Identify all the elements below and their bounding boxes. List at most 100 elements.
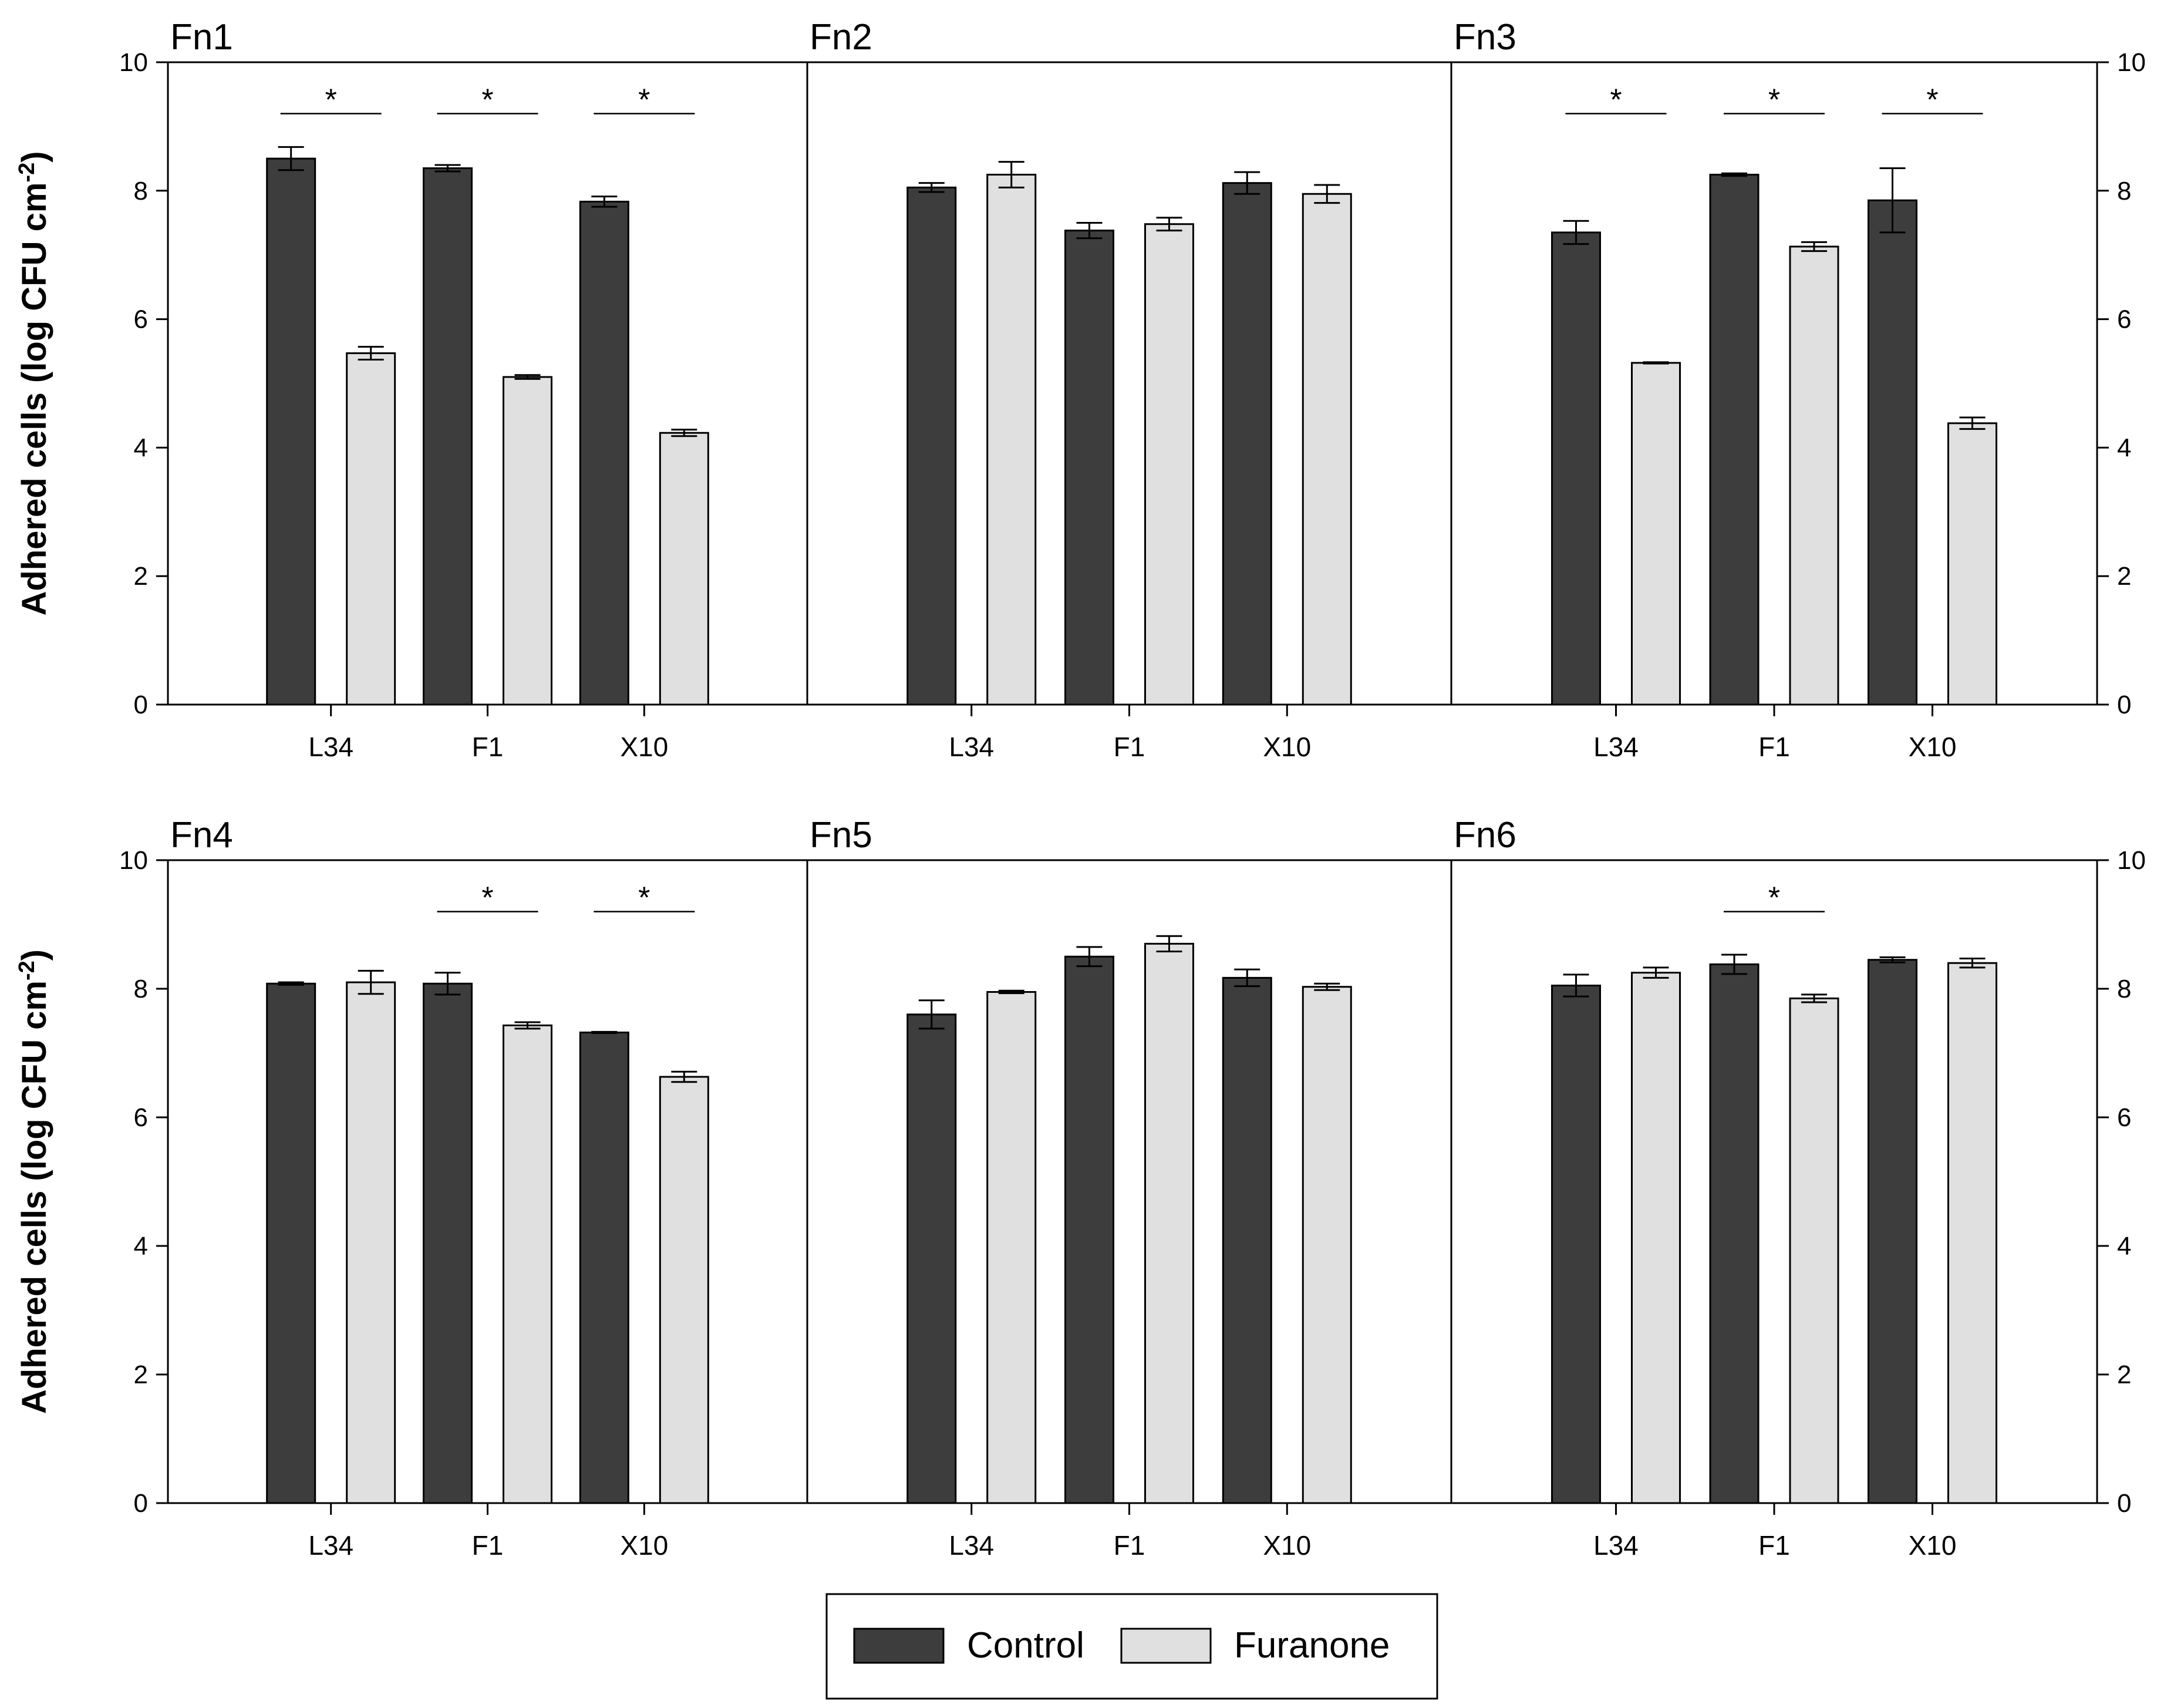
bar-furanone-f1 [1789,997,1839,1504]
plot-frame [167,859,2098,1504]
panel-fn5: Fn5 L34 F1 X10 [810,815,1352,1561]
bar-control-l34 [906,186,957,706]
x-tick-label: X10 [1263,732,1311,762]
panel-title: Fn3 [1454,17,1516,58]
bar-control-f1 [1709,963,1760,1504]
bar-furanone-l34 [986,991,1037,1504]
panel-fn6: Fn6 L34 F1 * X10 [1454,815,1997,1561]
significance-marker: * [1610,83,1622,117]
y-tick-label-right: 8 [2117,177,2131,206]
y-tick-label-right: 0 [2117,1489,2131,1518]
y-tick-label-left: 8 [134,975,148,1003]
bar-furanone-f1 [1144,223,1194,706]
y-tick-label-left: 4 [134,433,148,462]
x-tick-label: X10 [1909,732,1957,762]
bar-control-f1 [423,167,473,706]
bar-furanone-l34 [346,352,396,706]
panel-title: Fn5 [810,815,872,855]
x-tick-label: F1 [1758,732,1790,762]
bar-control-x10 [1868,959,1917,1504]
bar-control-l34 [266,982,316,1504]
y-tick-label-right: 6 [2117,305,2131,334]
x-tick-label: F1 [1114,1530,1145,1561]
y-tick-label-right: 0 [2117,690,2131,719]
y-tick-label-left: 6 [134,1103,148,1132]
y-tick-label-right: 6 [2117,1103,2131,1132]
y-tick-label-left: 0 [134,690,148,719]
legend: Control Furanone [825,1593,1438,1700]
x-tick-label: X10 [1909,1530,1957,1561]
x-tick-label: F1 [472,732,504,762]
legend-label-furanone: Furanone [1234,1625,1390,1666]
bar-furanone-x10 [659,432,709,706]
significance-marker: * [638,83,650,117]
bar-control-x10 [1222,976,1272,1504]
significance-marker: * [481,83,493,117]
panel-title: Fn2 [810,17,872,58]
bar-control-f1 [1709,173,1760,706]
bar-furanone-x10 [1302,193,1352,706]
bar-control-l34 [1551,985,1601,1504]
y-axis-label: Adhered cells (log CFU cm-2) [15,151,53,615]
y-axis-label: Adhered cells (log CFU cm-2) [15,949,53,1414]
bar-furanone-l34 [346,981,396,1504]
plot-frame [167,61,2098,706]
y-axis-label-main: Adhered cells (log CFU cm [15,981,53,1414]
x-tick-label: L34 [949,1530,994,1561]
panel-title: Fn1 [170,17,233,58]
bar-furanone-l34 [986,173,1037,706]
y-tick-label-right: 10 [2117,48,2146,77]
significance-marker: * [638,881,650,915]
significance-marker: * [1926,83,1938,117]
y-tick-label-left: 2 [134,1360,148,1389]
bar-control-x10 [579,1031,629,1504]
y-tick-label-left: 2 [134,562,148,591]
bar-furanone-f1 [503,376,552,706]
y-tick-label-right: 2 [2117,562,2131,591]
bar-furanone-l34 [1631,972,1681,1504]
x-tick-label: L34 [308,732,353,762]
significance-marker: * [325,83,337,117]
x-tick-label: L34 [1593,732,1639,762]
y-axis-label-close: ) [15,151,53,162]
panel-fn3: Fn3 L34 * F1 * X10 * [1454,17,1997,762]
bar-furanone-x10 [1947,962,1997,1504]
y-axis-label-close: ) [15,949,53,961]
bar-control-l34 [1551,231,1601,706]
bar-furanone-x10 [659,1076,709,1504]
bar-control-f1 [1064,955,1114,1504]
y-axis-label-superscript: -2 [15,163,39,183]
y-axis-label-main: Adhered cells (log CFU cm [15,183,53,616]
y-tick-label-right: 2 [2117,1360,2131,1389]
bar-furanone-x10 [1302,986,1352,1504]
significance-marker: * [1768,83,1780,117]
x-tick-label: X10 [620,732,668,762]
legend-label-control: Control [967,1625,1084,1666]
x-tick-label: F1 [1758,1530,1790,1561]
panel-fn2: Fn2 L34 F1 X10 [810,17,1352,762]
bar-control-x10 [1868,199,1917,706]
significance-marker: * [481,881,493,915]
panel-fn4: Fn4 L34 F1 * X10 * [170,815,709,1561]
plot-row-1: 0 0 2 2 4 4 6 6 8 8 10 10 Adhered cells (log CFU cm-… [15,48,2146,719]
y-tick-label-right: 4 [2117,433,2131,462]
bar-control-x10 [1222,182,1272,706]
panel-title: Fn6 [1454,815,1516,855]
legend-swatch-control [853,1628,945,1664]
x-tick-label: L34 [1593,1530,1639,1561]
bar-furanone-l34 [1631,362,1681,706]
bar-control-f1 [423,982,473,1504]
bar-furanone-f1 [503,1024,552,1504]
panel-title: Fn4 [170,815,233,855]
bar-furanone-x10 [1947,422,1997,706]
x-tick-label: L34 [308,1530,353,1561]
x-tick-label: L34 [949,732,994,762]
y-tick-label-left: 10 [119,48,148,77]
y-tick-label-right: 8 [2117,975,2131,1003]
y-tick-label-left: 0 [134,1489,148,1518]
y-tick-label-left: 8 [134,177,148,206]
significance-marker: * [1768,881,1780,915]
bar-control-l34 [906,1013,957,1504]
y-axis-label-superscript: -2 [15,961,39,981]
